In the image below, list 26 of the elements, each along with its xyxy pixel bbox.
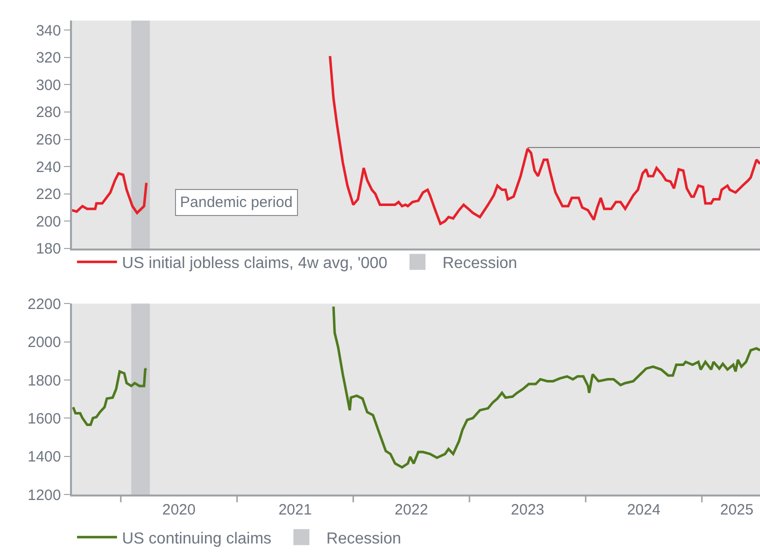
y-tick-label: 1400: [28, 448, 61, 466]
legend-label: US continuing claims: [122, 530, 272, 548]
y-tick-label: 260: [36, 132, 61, 149]
y-tick-label: 1600: [28, 410, 61, 428]
legend-label: Recession: [442, 255, 518, 272]
y-tick-label: 300: [36, 76, 61, 94]
y-tick-label: 280: [36, 104, 61, 122]
y-tick-label: 240: [36, 158, 61, 176]
x-tick-label: 2025: [720, 502, 754, 519]
y-tick-label: 200: [36, 213, 61, 230]
y-tick-label: 2000: [28, 334, 61, 352]
x-tick-label: 2023: [510, 502, 544, 519]
y-tick-label: 340: [36, 22, 61, 40]
y-tick-label: 220: [36, 186, 61, 204]
y-tick-label: 2200: [28, 296, 61, 313]
x-tick-label: 2022: [394, 502, 428, 519]
x-tick-label: 2024: [627, 502, 660, 519]
y-tick-label: 180: [36, 240, 61, 258]
legend-label: US initial jobless claims, 4w avg, '000: [122, 255, 388, 272]
annotation: Pandemic period: [180, 194, 293, 211]
y-tick-label: 320: [36, 50, 61, 67]
y-tick-label: 1200: [28, 486, 61, 504]
y-tick-label: 1800: [28, 372, 61, 390]
x-tick-label: 2021: [278, 502, 312, 519]
x-tick-label: 2020: [162, 502, 196, 519]
legend-label: Recession: [326, 530, 402, 548]
